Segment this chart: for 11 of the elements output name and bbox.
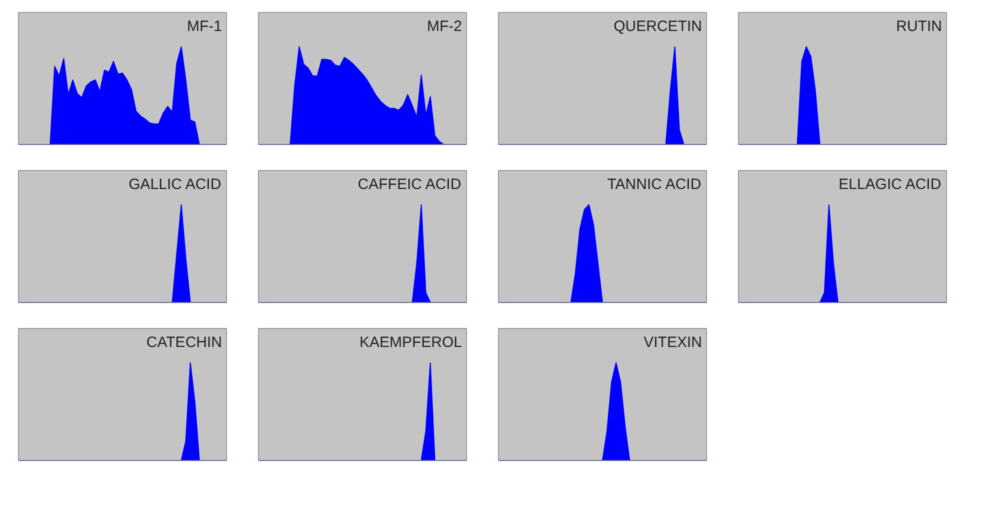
chart-title: CATECHIN — [146, 334, 222, 351]
chart-title: MF-1 — [186, 18, 222, 35]
chart-title: ELLAGIC ACID — [838, 176, 942, 193]
chart-title: GALLIC ACID — [128, 176, 222, 193]
chart-title: VITEXIN — [644, 334, 702, 351]
chart-title: RUTIN — [896, 18, 942, 35]
chart-title: QUERCETIN — [614, 18, 702, 35]
chart-title: MF-2 — [426, 18, 462, 35]
chart-title: CAFFEIC ACID — [358, 176, 462, 193]
chart-title: TANNIC ACID — [607, 176, 702, 193]
chart-title: KAEMPFEROL — [359, 334, 462, 351]
